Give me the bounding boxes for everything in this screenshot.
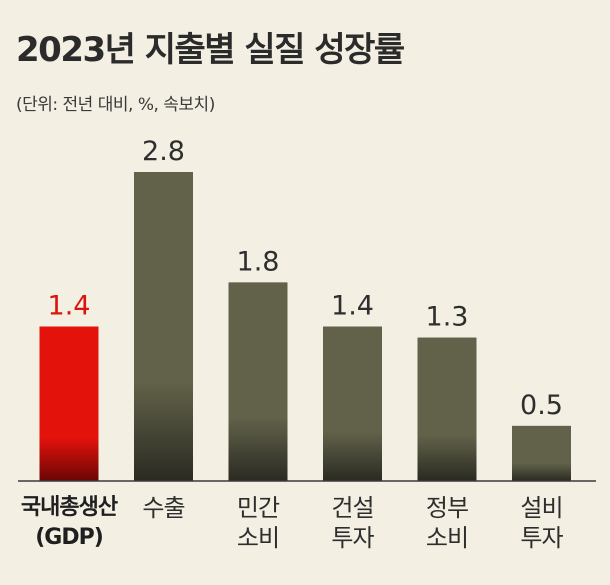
- category-label-6: 설비 투자: [494, 493, 590, 553]
- data-label-3: 1.8: [237, 246, 280, 277]
- category-label-line1: 건설: [331, 494, 374, 522]
- chart-subtitle: (단위: 전년 대비, %, 속보치): [16, 95, 215, 115]
- category-label-5: 정부 소비: [399, 493, 495, 553]
- chart-title: 2023년 지출별 실질 성장률: [16, 30, 405, 70]
- bar-2: [134, 172, 193, 481]
- category-label-line1: 국내총생산: [20, 495, 118, 520]
- category-label-line1: 민간: [236, 494, 280, 522]
- data-label-6: 0.5: [520, 390, 563, 421]
- category-label-2: 수출: [116, 493, 212, 523]
- category-label-line2: 소비: [425, 524, 469, 552]
- category-label-line2: 투자: [520, 524, 563, 552]
- data-label-1: 1.4: [48, 291, 91, 322]
- category-label-line1: 수출: [142, 494, 185, 522]
- bar-6: [512, 425, 571, 481]
- bar-5: [417, 337, 477, 481]
- bar-4: [323, 326, 382, 481]
- data-label-5: 1.3: [426, 302, 469, 333]
- bar-1: [39, 326, 99, 481]
- category-label-4: 건설 투자: [305, 493, 401, 553]
- category-label-line1: 설비: [520, 494, 563, 522]
- category-label-3: 민간 소비: [210, 493, 306, 553]
- data-label-4: 1.4: [331, 291, 374, 322]
- bar-3: [228, 282, 288, 481]
- category-label-line1: 정부: [425, 494, 469, 522]
- category-label-line2: 투자: [331, 524, 374, 552]
- category-label-1: 국내총생산 (GDP): [13, 493, 125, 553]
- category-label-line2: (GDP): [35, 525, 104, 550]
- data-label-2: 2.8: [142, 136, 185, 167]
- category-label-line2: 소비: [236, 524, 280, 552]
